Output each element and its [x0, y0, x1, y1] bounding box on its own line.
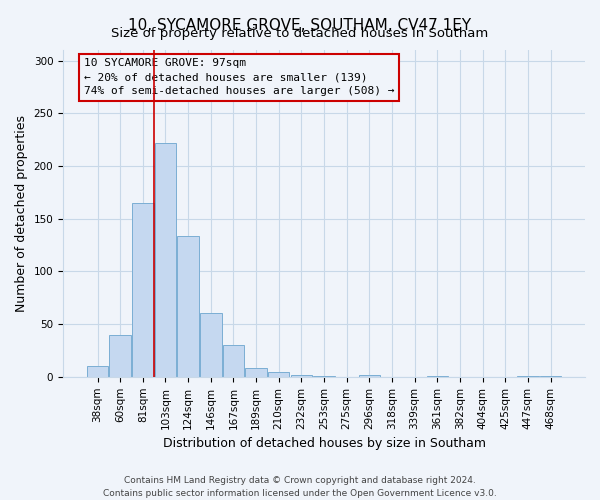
Bar: [313, 376, 335, 377]
Bar: [540, 376, 561, 377]
Bar: [155, 143, 176, 377]
Y-axis label: Number of detached properties: Number of detached properties: [15, 115, 28, 312]
Text: 10, SYCAMORE GROVE, SOUTHAM, CV47 1EY: 10, SYCAMORE GROVE, SOUTHAM, CV47 1EY: [128, 18, 472, 32]
Bar: [359, 374, 380, 377]
Bar: [245, 368, 267, 377]
Bar: [290, 374, 312, 377]
Bar: [223, 345, 244, 377]
Text: 10 SYCAMORE GROVE: 97sqm
← 20% of detached houses are smaller (139)
74% of semi-: 10 SYCAMORE GROVE: 97sqm ← 20% of detach…: [84, 58, 394, 96]
Bar: [178, 236, 199, 377]
Bar: [200, 312, 221, 377]
Bar: [109, 334, 131, 377]
Bar: [132, 203, 154, 377]
Bar: [427, 376, 448, 377]
Bar: [268, 372, 289, 377]
Text: Size of property relative to detached houses in Southam: Size of property relative to detached ho…: [112, 28, 488, 40]
Bar: [517, 376, 539, 377]
X-axis label: Distribution of detached houses by size in Southam: Distribution of detached houses by size …: [163, 437, 485, 450]
Text: Contains HM Land Registry data © Crown copyright and database right 2024.
Contai: Contains HM Land Registry data © Crown c…: [103, 476, 497, 498]
Bar: [87, 366, 108, 377]
